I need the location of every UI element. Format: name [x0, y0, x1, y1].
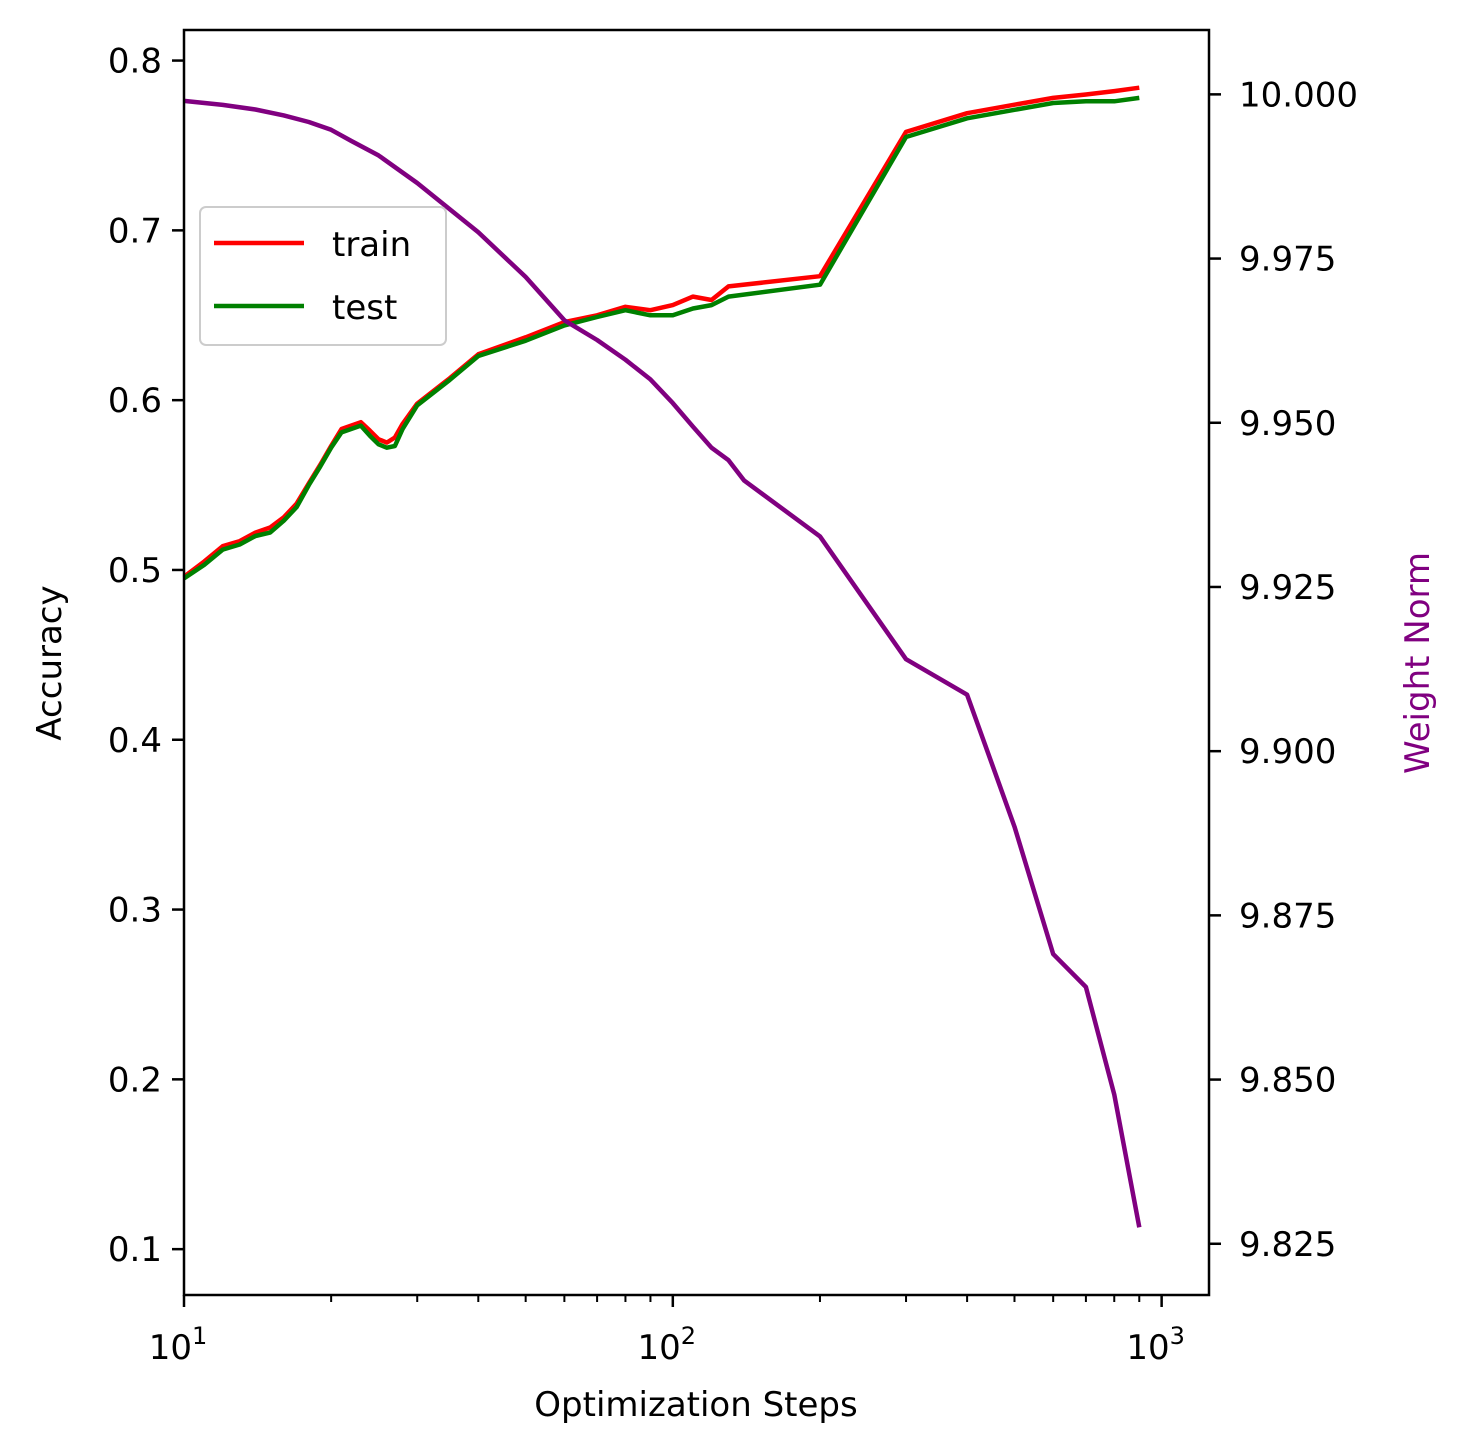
y-right-tick-label: 9.850 [1239, 1061, 1336, 1101]
series-line-weight-norm [183, 98, 1142, 1228]
y-left-tick-label: 0.1 [108, 1230, 162, 1270]
x-tick-label: 103 [1126, 1322, 1185, 1368]
plot-frame [182, 28, 1211, 1297]
y-left-tick-label: 0.3 [108, 891, 162, 931]
y-axis-left-title: Accuracy [30, 585, 70, 740]
legend-label-test: test [332, 288, 397, 328]
y-left-tick-label: 0.2 [108, 1060, 162, 1100]
x-axis-title: Optimization Steps [534, 1385, 857, 1425]
y-left-tick-label: 0.8 [108, 42, 162, 82]
x-tick-label: 101 [149, 1322, 208, 1368]
y-left-tick-label: 0.5 [108, 551, 162, 591]
x-tick-label: 102 [638, 1322, 697, 1368]
y-right-tick-label: 9.950 [1239, 404, 1336, 444]
y-right-tick-label: 9.875 [1239, 896, 1336, 936]
y-right-tick-label: 10.000 [1239, 75, 1358, 115]
y-axis-left: 0.1 0.2 0.3 0.4 0.5 0.6 0.7 0.8 [108, 42, 184, 1270]
lines-group [182, 85, 1142, 1228]
y-axis-right-title: Weight Norm [1398, 552, 1438, 774]
y-left-tick-label: 0.7 [108, 211, 162, 251]
y-left-tick-label: 0.6 [108, 381, 162, 421]
series-line-test [182, 95, 1140, 581]
y-axis-right: 9.825 9.850 9.875 9.900 9.925 9.950 9.975 10.00… [1209, 75, 1358, 1265]
x-axis: 101 102 103 [149, 1295, 1185, 1368]
y-right-tick-label: 9.825 [1239, 1225, 1336, 1265]
y-left-tick-label: 0.4 [108, 721, 162, 761]
legend: train test [199, 206, 447, 346]
y-right-tick-label: 9.900 [1239, 732, 1336, 772]
legend-label-train: train [332, 225, 411, 265]
y-right-tick-label: 9.975 [1239, 240, 1336, 280]
y-right-tick-label: 9.925 [1239, 568, 1336, 608]
